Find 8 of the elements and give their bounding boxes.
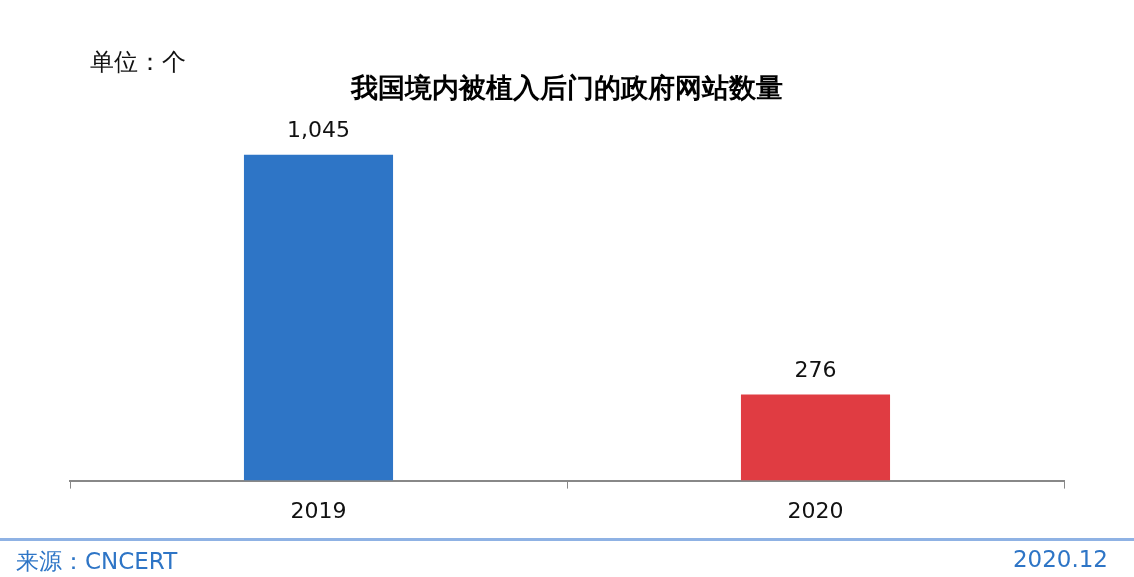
chart-title: 我国境内被植入后门的政府网站数量 xyxy=(350,72,783,104)
x-tick-label: 2019 xyxy=(290,497,347,523)
data-label: 276 xyxy=(794,357,837,383)
source-note: 来源：CNCERT xyxy=(16,547,178,576)
data-label: 1,045 xyxy=(287,117,350,143)
x-tick-label: 2020 xyxy=(787,497,844,523)
text: 单位：个 xyxy=(90,47,186,78)
text: 2020.12 xyxy=(1012,546,1108,572)
